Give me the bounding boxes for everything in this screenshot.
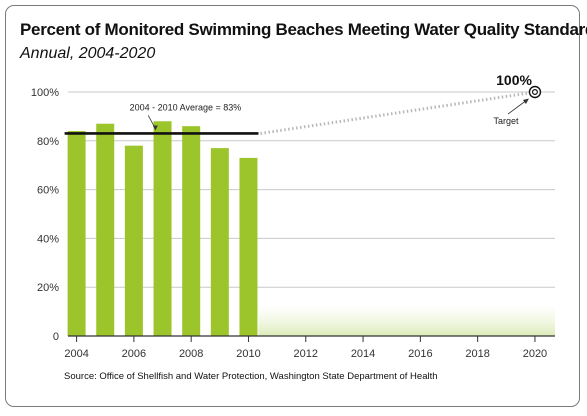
x-tick-label: 2006 bbox=[122, 348, 146, 360]
bar-2005 bbox=[96, 123, 115, 336]
y-tick-label: 80% bbox=[37, 136, 59, 148]
target-marker-inner bbox=[531, 88, 538, 95]
x-tick-label: 2010 bbox=[236, 348, 260, 360]
chart-title: Percent of Monitored Swimming Beaches Me… bbox=[20, 20, 587, 39]
x-tick-label: 2014 bbox=[351, 348, 375, 360]
bar-2008 bbox=[182, 126, 201, 336]
x-tick-label: 2018 bbox=[465, 348, 489, 360]
bar-2004 bbox=[67, 131, 86, 336]
bar-2007 bbox=[153, 121, 172, 336]
y-tick-label: 60% bbox=[37, 185, 59, 197]
y-tick-label: 40% bbox=[37, 233, 59, 245]
bar-2009 bbox=[210, 148, 229, 336]
target-value-label: 100% bbox=[496, 72, 532, 88]
average-label: 2004 - 2010 Average = 83% bbox=[130, 102, 242, 112]
y-tick-label: 0 bbox=[53, 331, 59, 343]
target-label: Target bbox=[493, 116, 519, 126]
x-tick-label: 2020 bbox=[523, 348, 547, 360]
source-note: Source: Office of Shellfish and Water Pr… bbox=[64, 371, 438, 382]
average-pointer-head bbox=[152, 125, 158, 131]
future-fade-region bbox=[258, 304, 555, 336]
target-pointer-head bbox=[522, 98, 529, 104]
y-tick-label: 20% bbox=[37, 282, 59, 294]
target-pointer bbox=[507, 99, 528, 115]
x-tick-label: 2016 bbox=[408, 348, 432, 360]
bar-2006 bbox=[124, 145, 143, 336]
x-tick-label: 2008 bbox=[179, 348, 203, 360]
bar-2010 bbox=[239, 157, 258, 336]
target-marker bbox=[528, 85, 542, 99]
x-tick-label: 2004 bbox=[64, 348, 88, 360]
target-trajectory bbox=[260, 91, 530, 135]
y-tick-label: 100% bbox=[31, 87, 59, 99]
x-tick-label: 2012 bbox=[294, 348, 318, 360]
chart-subtitle: Annual, 2004-2020 bbox=[20, 45, 156, 62]
